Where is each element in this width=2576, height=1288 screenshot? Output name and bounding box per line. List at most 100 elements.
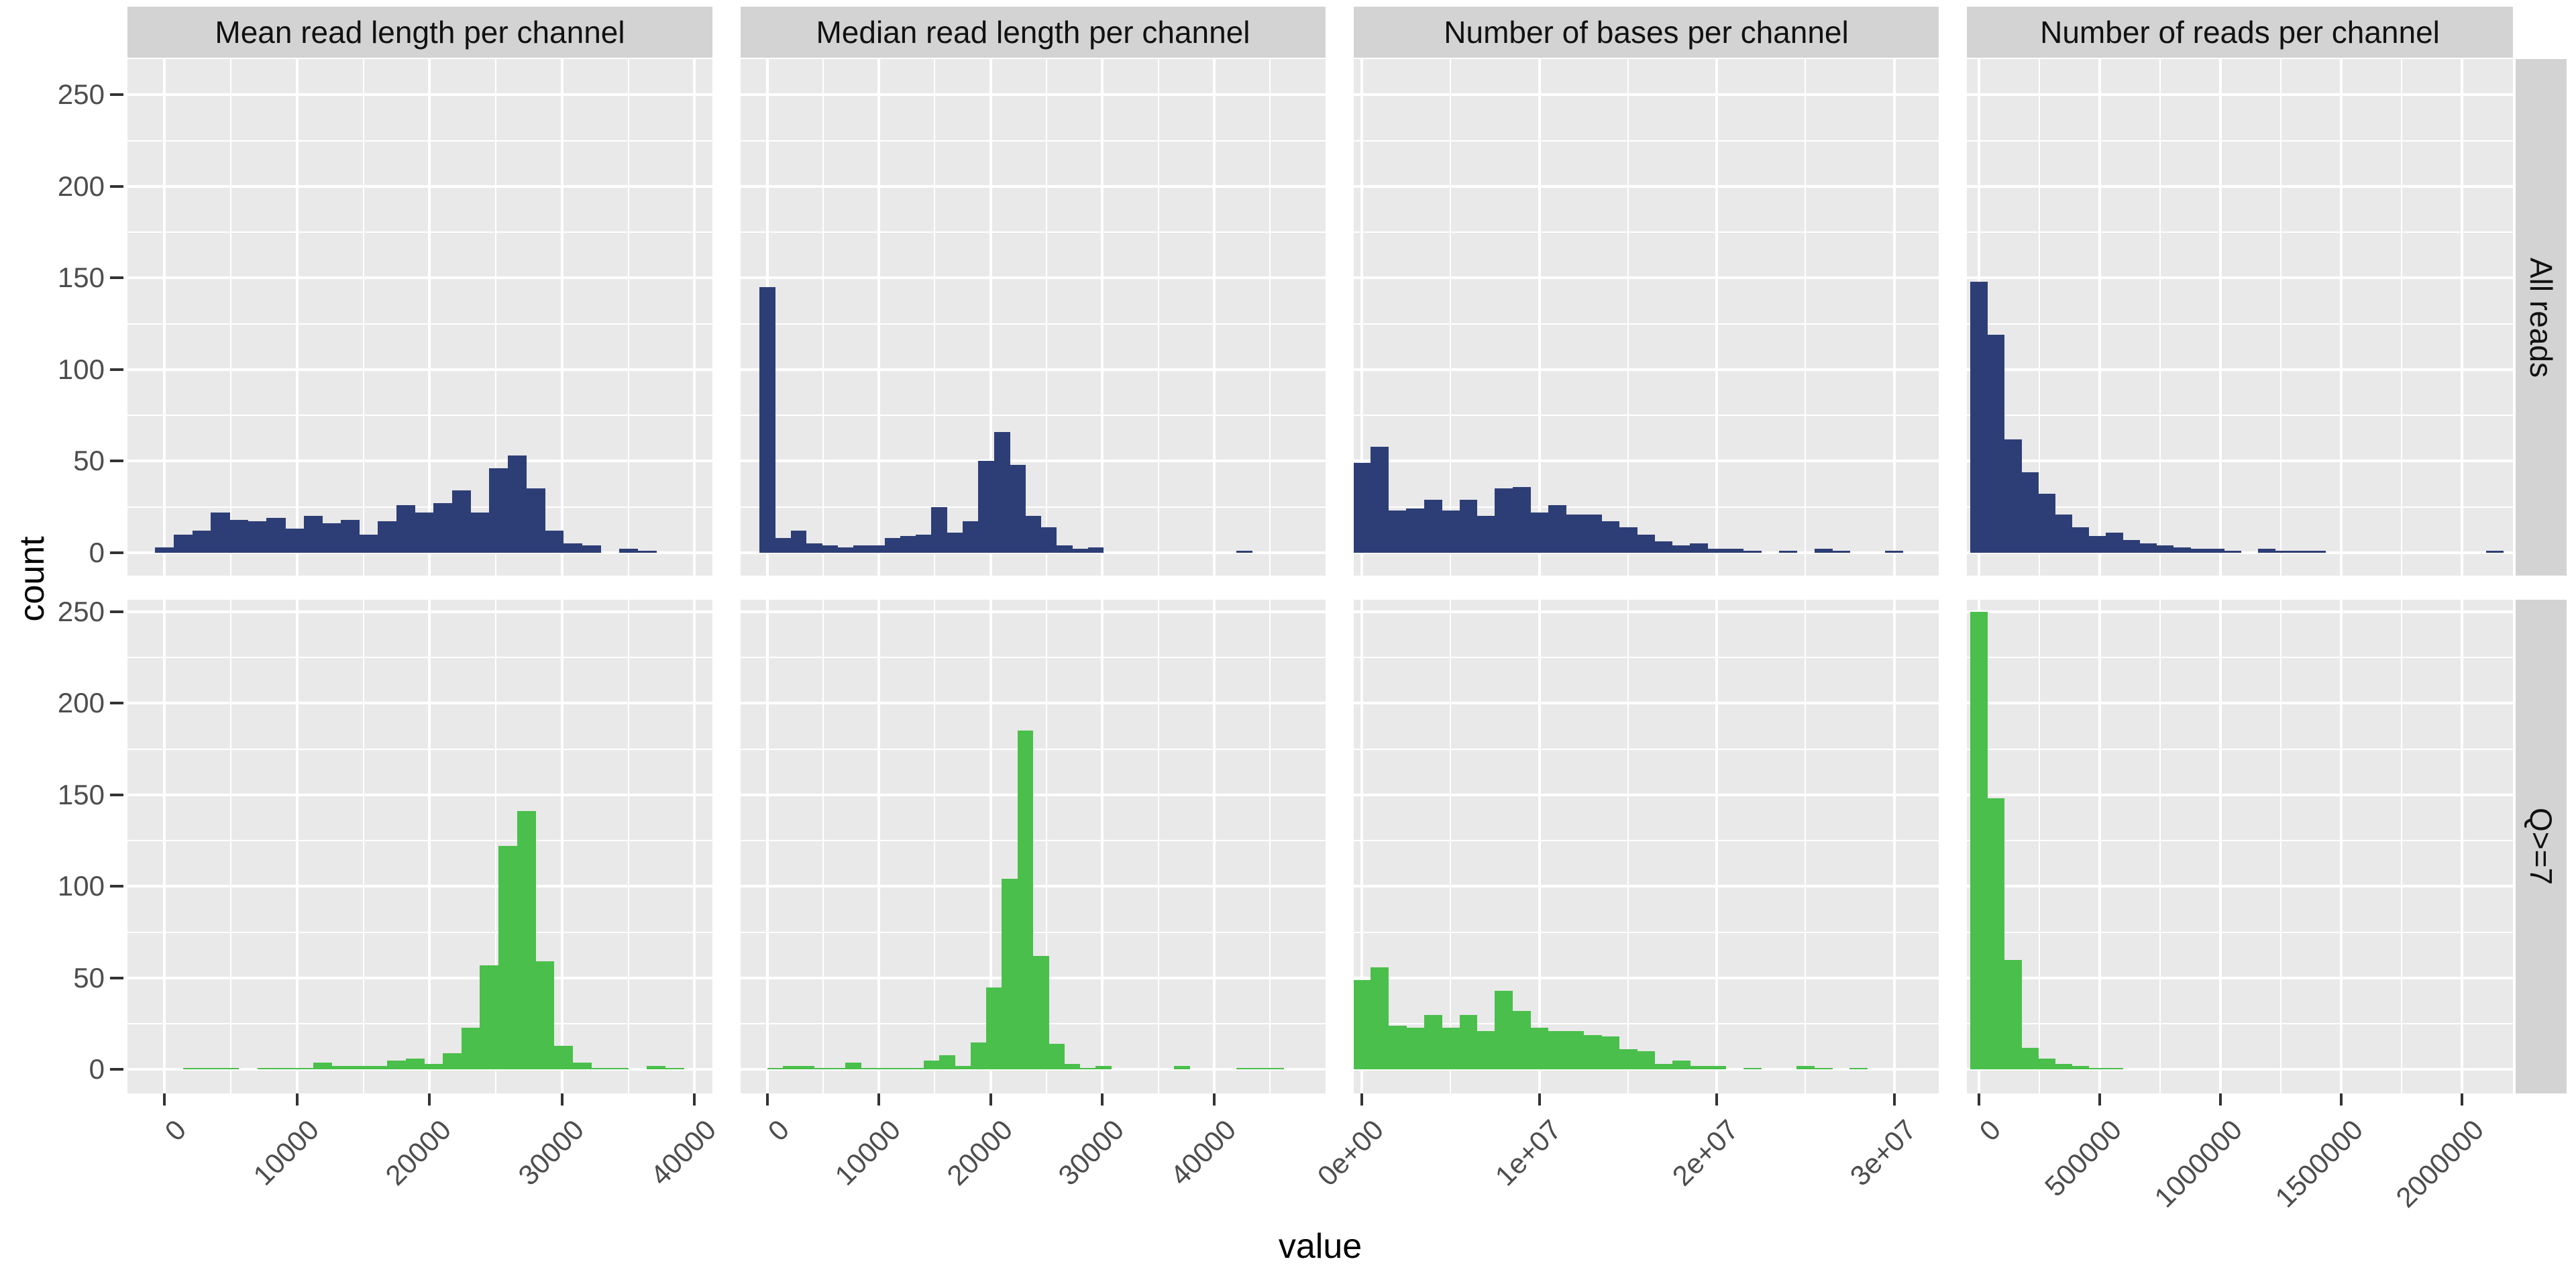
histogram-bar [908,1067,924,1070]
histogram-bar [947,532,963,553]
minor-gridline-h [1967,415,2513,417]
histogram-bar [1566,1031,1585,1070]
minor-gridline-v [2159,600,2161,1093]
facet-column-header-label: Mean read length per channel [215,15,625,50]
histogram-bar [322,523,341,553]
histogram-bar [1371,446,1389,553]
histogram-bar [900,536,916,553]
histogram-bar [1040,527,1057,553]
histogram-bar [963,521,979,553]
major-gridline-v [877,600,881,1093]
y-tick-mark [110,793,123,796]
histogram-bar [2021,1047,2039,1070]
histogram-bar [1672,1060,1690,1070]
minor-gridline-h [127,657,712,659]
histogram-bar [461,1027,480,1070]
histogram-bar [201,1067,221,1070]
major-gridline-h [127,368,712,371]
minor-gridline-h [127,140,712,142]
major-gridline-v [1715,59,1719,576]
major-gridline-v [1892,59,1896,576]
histogram-bar [1010,464,1026,553]
histogram-bar [248,521,267,553]
x-tick-mark [693,1093,696,1106]
major-gridline-v [2098,600,2102,1093]
histogram-bar [876,1067,893,1070]
minor-gridline-h [1967,140,2513,142]
histogram-bar [1849,1067,1868,1070]
major-gridline-v [2340,600,2343,1093]
major-gridline-h [1967,976,2513,979]
minor-gridline-v [495,59,497,576]
histogram-bar [1267,1067,1284,1070]
histogram-bar [892,1067,908,1070]
x-tick-mark [1978,1093,1980,1106]
x-tick-label: 10000 [247,1114,325,1191]
facet-column-header: Mean read length per channel [127,7,712,58]
histogram-bar [1495,991,1513,1070]
minor-gridline-v [822,600,824,1093]
histogram-bar [1495,488,1513,553]
histogram-bar [955,1066,971,1070]
x-tick-mark [163,1093,166,1106]
minor-gridline-v [2280,600,2282,1093]
histogram-bar [340,519,360,553]
y-tick-label: 250 [57,78,105,111]
major-gridline-h [127,460,712,463]
x-tick-label: 1500000 [2269,1114,2369,1214]
facet-panel-r0c0 [127,59,712,576]
facet-row-strip-label: Q>=7 [2524,808,2559,885]
histogram-bar [798,1066,815,1070]
major-gridline-v [295,59,299,576]
histogram-bar [1690,1066,1709,1070]
major-gridline-h [127,276,712,280]
major-gridline-h [1967,276,2513,280]
histogram-bar [2486,551,2504,553]
y-tick-label: 250 [57,595,105,627]
histogram-bar [1079,1067,1096,1070]
histogram-bar [845,1062,862,1070]
histogram-bar [2004,439,2022,553]
x-tick-mark [2340,1093,2343,1106]
histogram-bar [2088,536,2106,553]
minor-gridline-v [2401,59,2403,576]
histogram-bar [647,1066,666,1070]
histogram-bar [526,488,545,553]
histogram-bar [2139,543,2157,553]
major-gridline-h [741,551,1326,554]
histogram-bar [294,1067,313,1070]
histogram-bar [1601,521,1620,553]
histogram-bar [1173,1066,1190,1070]
histogram-bar [1743,1067,1762,1070]
y-tick-mark [110,93,123,97]
major-gridline-v [295,600,299,1093]
major-gridline-h [741,276,1326,280]
minor-gridline-h [1354,231,1939,233]
minor-gridline-h [1354,931,1939,933]
x-tick-mark [1538,1093,1541,1106]
major-gridline-h [1967,610,2513,613]
minor-gridline-h [1967,931,2513,933]
major-gridline-v [2098,59,2102,576]
histogram-bar [1530,1027,1549,1070]
histogram-bar [806,543,822,553]
histogram-bar [837,547,854,553]
histogram-bar [782,1066,799,1070]
histogram-bar [1987,334,2005,553]
x-tick-mark [765,1093,769,1106]
histogram-bar [1637,1051,1655,1070]
major-gridline-h [1354,885,1939,888]
histogram-bar [443,1053,462,1070]
histogram-bar [1477,1031,1495,1070]
histogram-bar [266,517,286,553]
x-tick-mark [1360,1093,1364,1106]
major-gridline-h [1967,702,2513,705]
major-gridline-h [127,551,712,554]
histogram-bar [884,538,901,553]
histogram-bar [1548,504,1566,553]
histogram-bar [2038,494,2055,553]
histogram-bar [2072,1066,2090,1070]
major-gridline-h [1354,702,1939,705]
histogram-bar [1743,551,1762,553]
major-gridline-v [2219,600,2222,1093]
